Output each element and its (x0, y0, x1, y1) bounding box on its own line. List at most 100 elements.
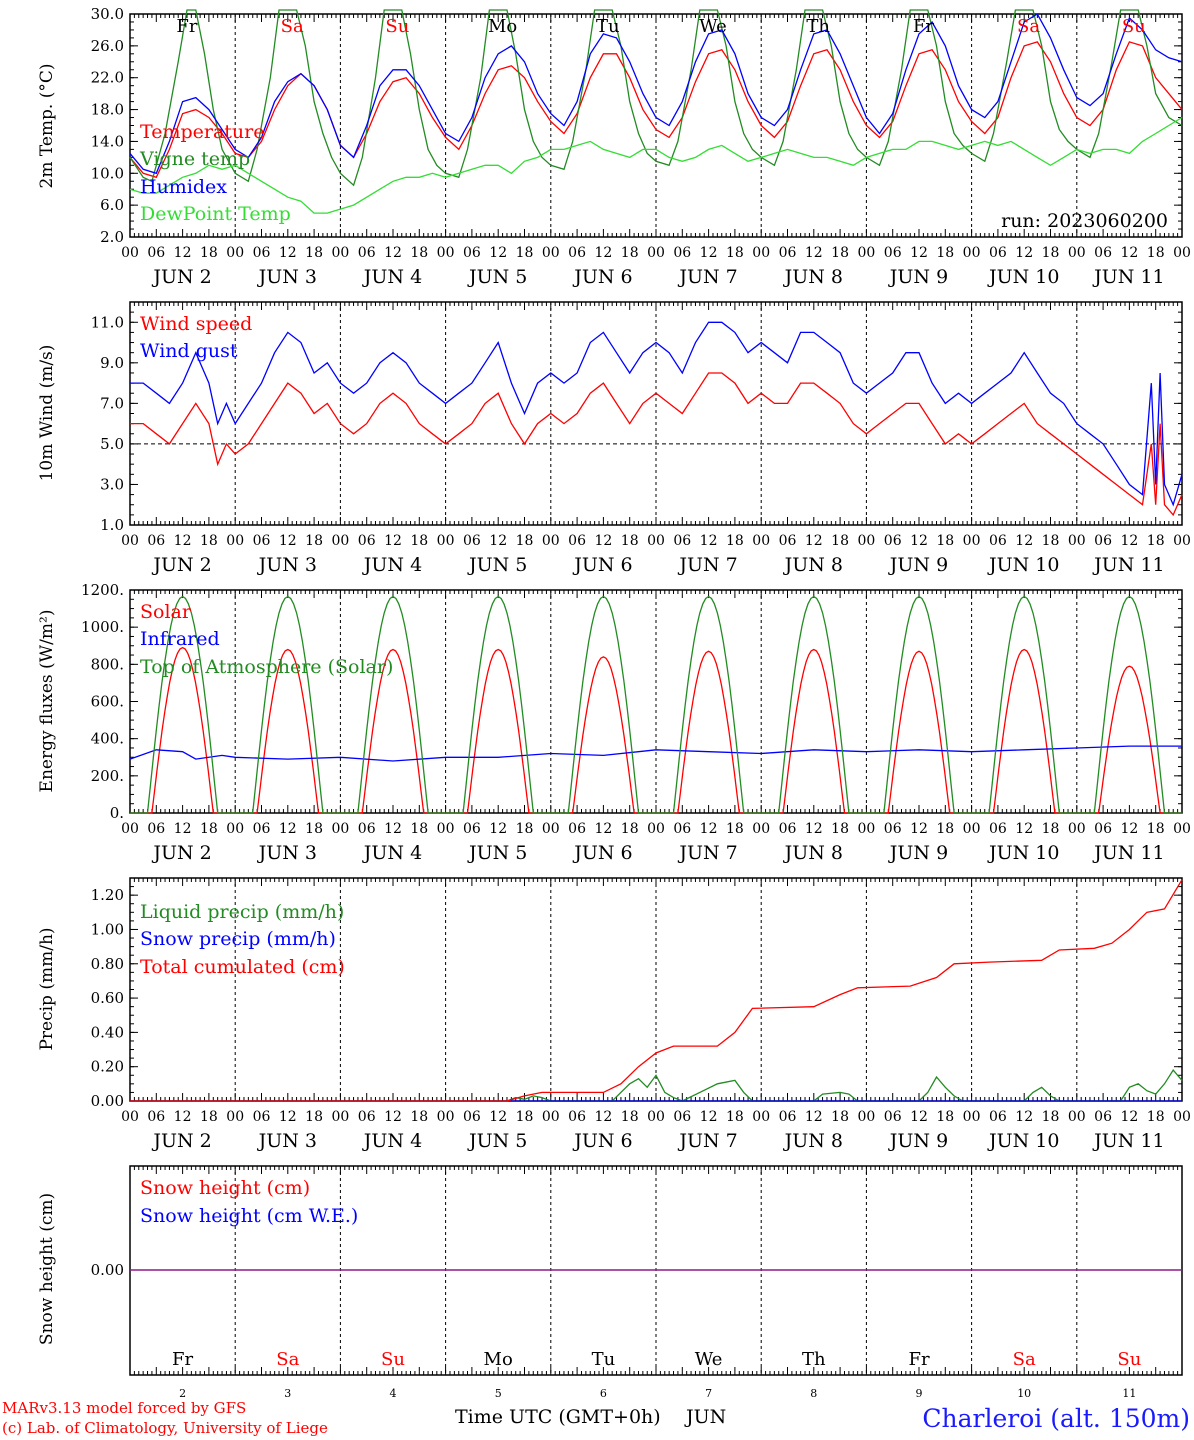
x-tick-label: 06 (463, 821, 481, 837)
x-tick-label: 00 (647, 821, 665, 837)
series-line (130, 879, 1183, 1102)
x-date-label: JUN 5 (467, 1130, 527, 1152)
x-tick-label: 06 (1094, 533, 1112, 549)
x-tick-label: 18 (516, 245, 534, 261)
x-tick-label: 06 (463, 533, 481, 549)
x-tick-label: 12 (594, 245, 612, 261)
panel-snow: 0.00 Snow height (cm) Snow height (cm W.E.… (37, 1165, 1183, 1376)
series-line (129, 745, 1182, 762)
x-tick-label: 12 (489, 245, 507, 261)
x-tick-label: 12 (1120, 1109, 1138, 1125)
x-tick-label: 00 (647, 533, 665, 549)
day-number: 8 (810, 1387, 817, 1400)
x-tick-label: 00 (542, 821, 560, 837)
x-tick-label: 06 (147, 533, 165, 549)
x-tick-label: 12 (384, 533, 402, 549)
x-tick-label: 12 (489, 821, 507, 837)
x-date-label: JUN 5 (467, 842, 527, 864)
x-tick-label: 00 (226, 821, 244, 837)
x-tick-label: 06 (253, 533, 271, 549)
x-tick-label: 18 (936, 533, 954, 549)
x-tick-label: 18 (305, 1109, 323, 1125)
x-tick-label: 18 (410, 533, 428, 549)
x-date-label: JUN 10 (987, 842, 1059, 864)
x-tick-label: 12 (279, 245, 297, 261)
y-tick-label: 26.0 (91, 37, 124, 55)
x-tick-label: 00 (226, 533, 244, 549)
x-tick-label: 12 (279, 1109, 297, 1125)
x-tick-label: 00 (963, 245, 981, 261)
x-tick-label: 00 (437, 533, 455, 549)
series-line (130, 321, 1183, 507)
weekday-label-top: Fr (913, 16, 934, 37)
x-tick-label: 18 (831, 821, 849, 837)
y-tick-label: 600. (91, 693, 124, 711)
x-date-label: JUN 11 (1092, 1130, 1164, 1152)
y-tick-label: 1.0 (100, 516, 124, 534)
y-axis-title: Precip (mm/h) (37, 927, 57, 1050)
x-tick-label: 06 (568, 533, 586, 549)
y-tick-label: 18.0 (91, 101, 124, 119)
y-axis-title: 10m Wind (m/s) (37, 345, 57, 482)
x-tick-label: 18 (1147, 1109, 1165, 1125)
x-date-label: JUN 7 (677, 842, 737, 864)
x-tick-label: 18 (831, 1109, 849, 1125)
weekday-label-bottom: Th (802, 1349, 826, 1370)
x-tick-label: 12 (1120, 533, 1138, 549)
x-tick-label: 00 (1068, 1109, 1086, 1125)
x-tick-label: 06 (147, 245, 165, 261)
x-date-label: JUN 10 (987, 1130, 1059, 1152)
x-tick-label: 12 (384, 1109, 402, 1125)
x-tick-label: 18 (726, 821, 744, 837)
x-tick-label: 00 (331, 245, 349, 261)
x-tick-label: 18 (305, 533, 323, 549)
x-tick-label: 18 (200, 821, 218, 837)
plot-frame (129, 589, 1183, 814)
x-tick-label: 18 (410, 821, 428, 837)
x-tick-label: 06 (884, 245, 902, 261)
day-number: 9 (916, 1387, 923, 1400)
series-line (129, 13, 1183, 175)
day-number: 2 (179, 1387, 186, 1400)
x-tick-label: 18 (200, 245, 218, 261)
x-tick-label: 06 (463, 245, 481, 261)
panel-wind: 1.0 3.0 5.0 7.0 9.0 11.0 Wind speed Wind gust 10… (37, 301, 1191, 576)
x-tick-label: 06 (779, 1109, 797, 1125)
legend-entry: Snow precip (mm/h) (140, 928, 336, 950)
x-tick-label: 18 (621, 245, 639, 261)
x-tick-label: 06 (673, 1109, 691, 1125)
y-axis-title: 2m Temp. (°C) (37, 63, 57, 188)
weekday-label-top: Fr (176, 16, 197, 37)
x-tick-label: 18 (516, 533, 534, 549)
plot-frame (129, 301, 1183, 526)
weekday-label-top: We (699, 16, 727, 37)
legend-entry: Infrared (140, 628, 220, 650)
weekday-label-bottom: Su (1117, 1349, 1141, 1370)
x-tick-label: 00 (857, 245, 875, 261)
x-tick-label: 00 (963, 533, 981, 549)
weekday-label-top: Th (806, 16, 830, 37)
x-date-label: JUN 9 (888, 554, 948, 576)
x-date-label: JUN 4 (362, 266, 422, 288)
y-tick-label: 0.00 (91, 1092, 124, 1110)
y-tick-label: 30.0 (91, 5, 124, 23)
legend-entry: Solar (140, 601, 192, 623)
x-tick-label: 00 (647, 1109, 665, 1125)
x-date-label: JUN 5 (467, 554, 527, 576)
x-tick-label: 06 (358, 1109, 376, 1125)
x-tick-label: 06 (884, 1109, 902, 1125)
y-tick-label: 0.00 (91, 1261, 124, 1279)
y-tick-label: 1200. (81, 581, 124, 599)
y-tick-label: 9.0 (100, 354, 124, 372)
x-tick-label: 18 (410, 1109, 428, 1125)
x-tick-label: 06 (989, 1109, 1007, 1125)
x-tick-label: 18 (1042, 1109, 1060, 1125)
x-date-label: JUN 3 (257, 554, 317, 576)
x-tick-label: 06 (568, 245, 586, 261)
x-tick-label: 12 (700, 533, 718, 549)
x-date-label: JUN 4 (362, 1130, 422, 1152)
legend-entry: Temperature (140, 121, 264, 143)
x-tick-label: 18 (410, 245, 428, 261)
x-date-label: JUN 3 (257, 266, 317, 288)
